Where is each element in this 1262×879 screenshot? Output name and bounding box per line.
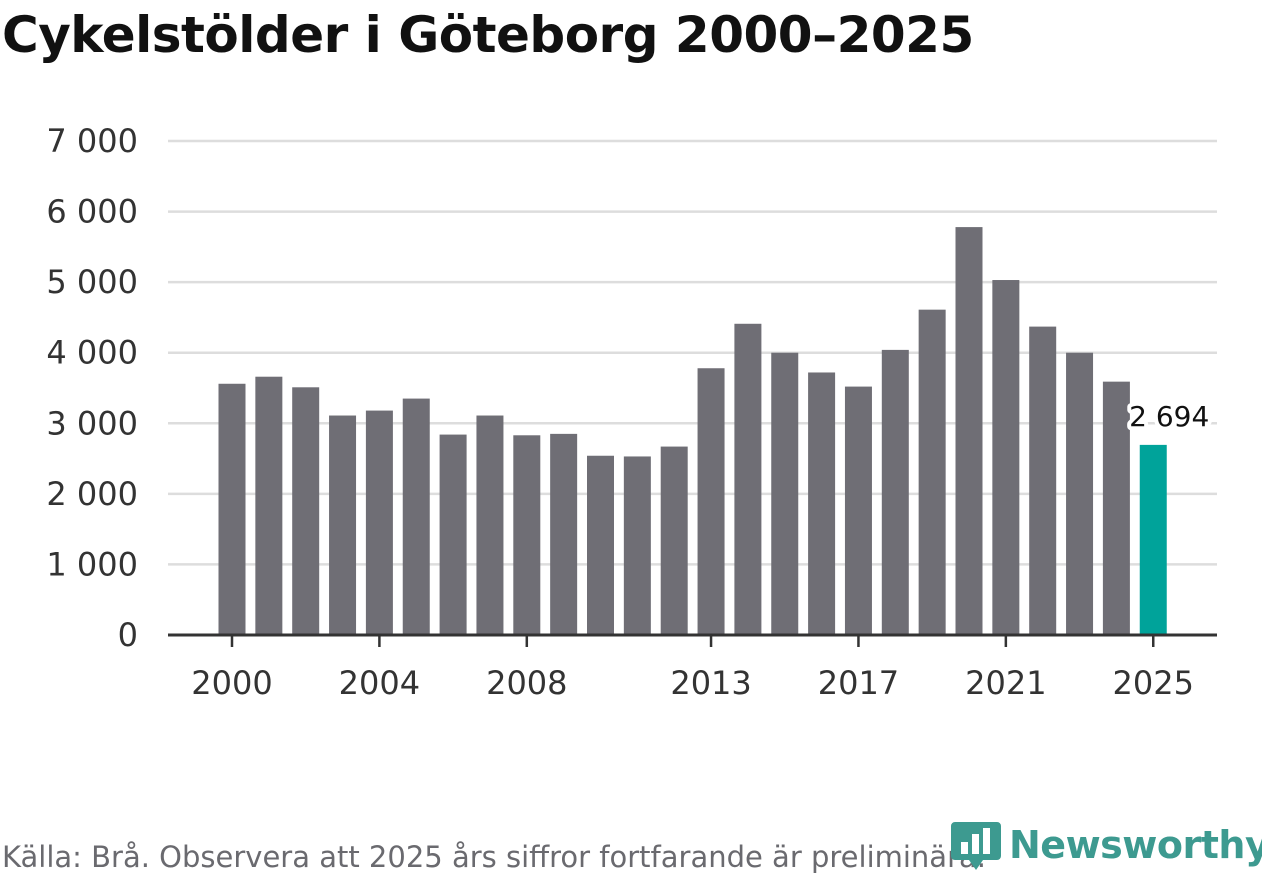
newsworthy-logo-icon	[951, 822, 1001, 870]
brand-name: Newsworthy	[1009, 823, 1262, 867]
chart-title: Cykelstölder i Göteborg 2000–2025	[2, 6, 974, 64]
bar-2025	[1139, 444, 1167, 635]
y-tick-label: 2 000	[46, 475, 138, 513]
bar-2009	[550, 433, 578, 635]
y-tick-label: 5 000	[46, 263, 138, 301]
bar-2010	[587, 455, 614, 635]
bar-2002	[292, 387, 320, 635]
bar-2007	[476, 415, 504, 635]
bar-2019	[918, 309, 946, 635]
bar-2006	[439, 434, 467, 635]
y-tick-label: 7 000	[46, 122, 138, 160]
axes	[168, 633, 1217, 647]
bar-2000	[218, 383, 246, 635]
bar-2018	[881, 349, 909, 635]
source-note: Källa: Brå. Observera att 2025 års siffr…	[2, 840, 986, 874]
bar-2013	[697, 368, 725, 635]
bar-2023	[1066, 352, 1094, 635]
bar-2004	[365, 410, 393, 635]
brand-logo: Newsworthy	[951, 820, 1262, 870]
x-tick-label: 2025	[1113, 664, 1194, 702]
labels: 0 1 000 2 000 3 000 4 000 5 000 6 000 7 000 2000…	[46, 122, 1213, 702]
y-tick-label: 4 000	[46, 334, 138, 372]
x-tick-label: 2013	[670, 664, 751, 702]
y-tick-label: 1 000	[46, 545, 138, 583]
bar-2022	[1029, 326, 1057, 635]
data-label-2025: 2 694	[1129, 400, 1209, 433]
y-tick-label: 6 000	[46, 193, 138, 231]
bar-2016	[808, 372, 836, 635]
x-tick-label: 2017	[818, 664, 899, 702]
gridlines	[168, 139, 1217, 566]
bar-2017	[844, 386, 872, 635]
bar-2021	[992, 280, 1020, 635]
x-tick-label: 2008	[486, 664, 567, 702]
bar-2003	[329, 415, 357, 635]
bar-2024	[1102, 381, 1130, 635]
bar-2005	[402, 398, 430, 635]
bar-2011	[623, 456, 651, 635]
bars	[218, 227, 1167, 635]
x-tick-label: 2021	[965, 664, 1046, 702]
x-tick-label: 2000	[191, 664, 272, 702]
bar-2012	[660, 446, 688, 635]
bar-2014	[734, 323, 762, 635]
bar-chart: 0 1 000 2 000 3 000 4 000 5 000 6 000 7 000 2000…	[46, 122, 1217, 702]
y-tick-label: 0	[118, 616, 138, 654]
y-tick-label: 3 000	[46, 404, 138, 442]
bar-2001	[255, 376, 283, 635]
bar-2020	[955, 227, 983, 635]
x-tick-label: 2004	[339, 664, 420, 702]
bar-2008	[513, 435, 541, 635]
bar-2015	[771, 352, 799, 635]
